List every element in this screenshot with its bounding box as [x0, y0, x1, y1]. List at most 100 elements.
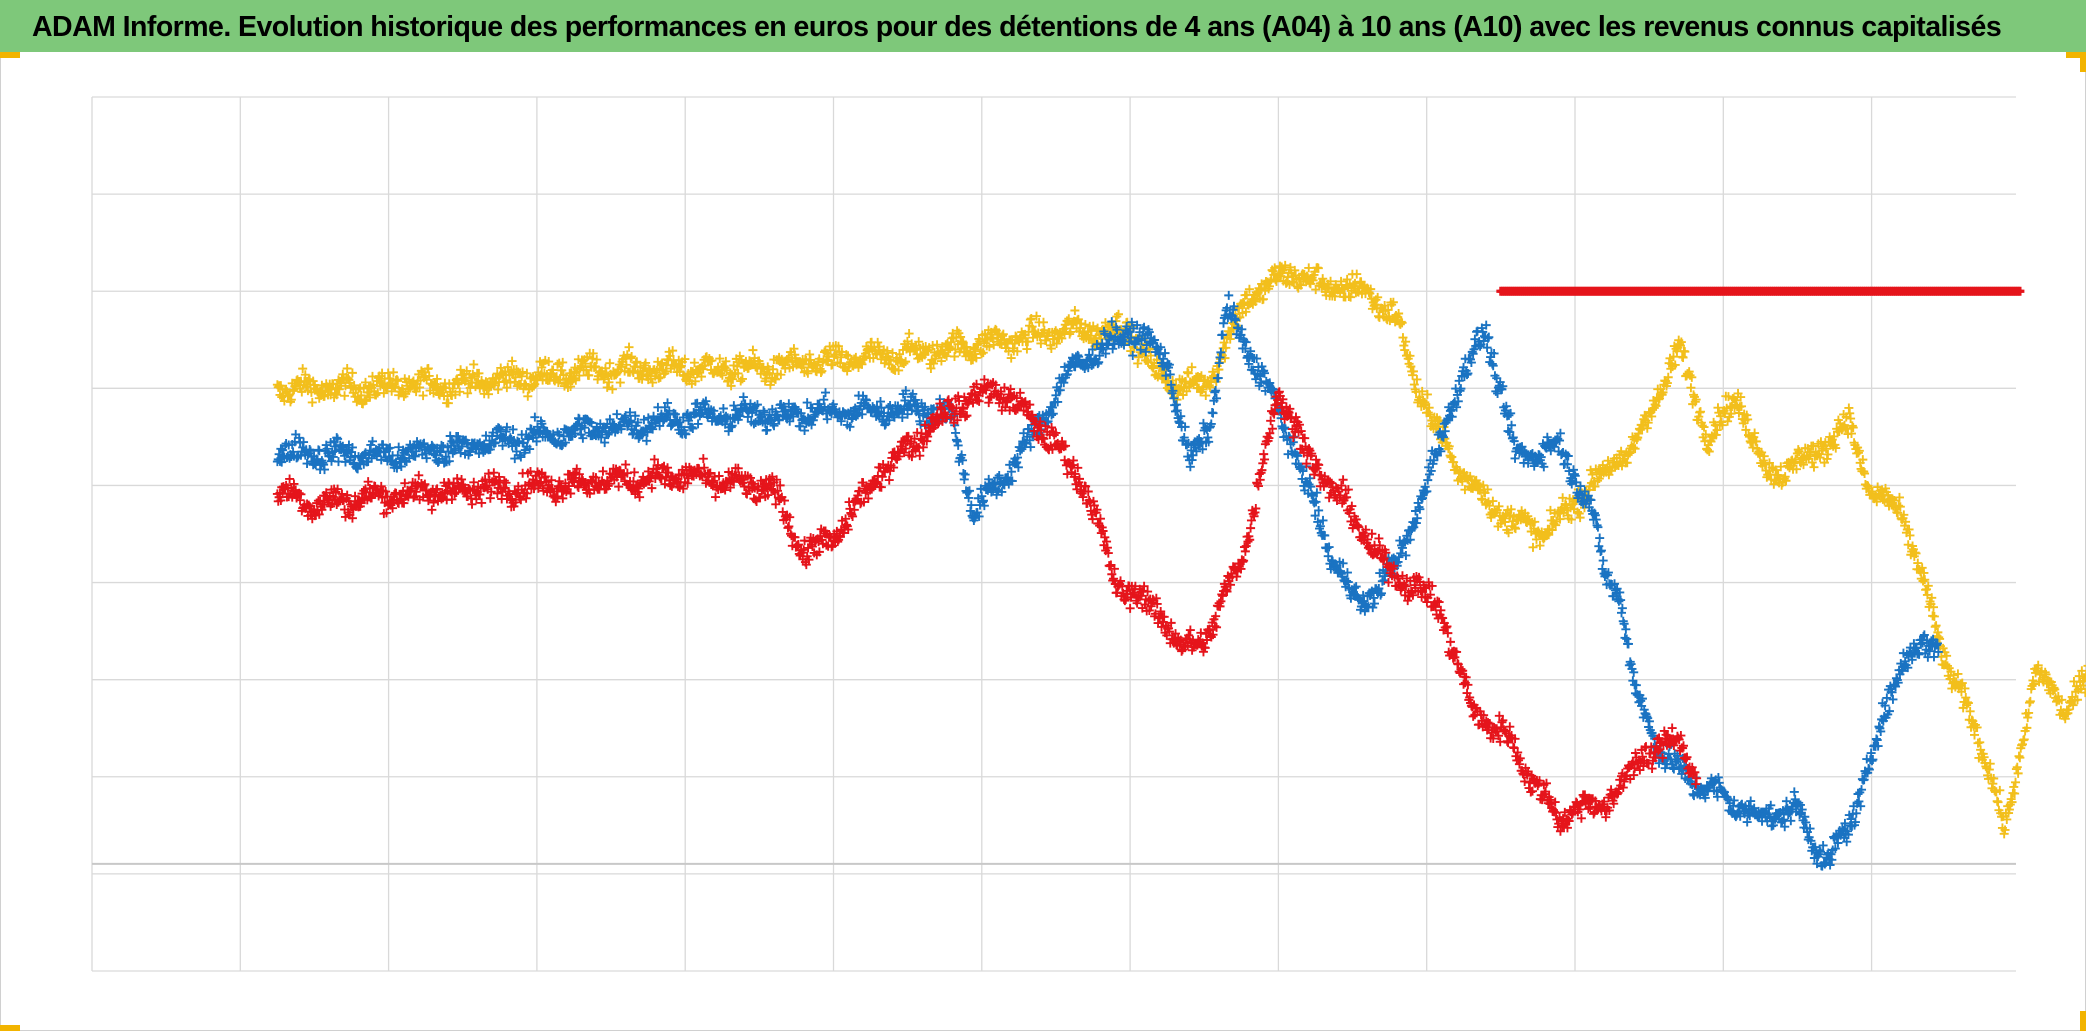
data-point [365, 392, 375, 402]
data-point [615, 378, 625, 388]
corner-marker-top-right [2066, 52, 2086, 58]
data-point [467, 499, 477, 509]
data-point [821, 388, 831, 398]
data-point [1528, 542, 1538, 552]
data-point [1027, 322, 1037, 332]
data-point [1012, 346, 1022, 356]
data-point [733, 368, 743, 378]
data-point [455, 387, 465, 397]
data-point [607, 384, 617, 394]
data-point [1046, 344, 1056, 354]
data-point [1296, 280, 1306, 290]
data-point [1023, 337, 1033, 347]
corner-marker-top-left [0, 52, 20, 58]
data-point [555, 375, 565, 385]
series-0 [272, 260, 2086, 839]
data-point [418, 391, 428, 401]
data-point [574, 371, 584, 381]
data-point [297, 387, 307, 397]
data-point [1373, 292, 1383, 302]
data-point [605, 358, 615, 368]
data-point [507, 356, 517, 366]
data-point [960, 470, 970, 480]
data-point [1006, 353, 1016, 363]
data-point [904, 329, 914, 339]
data-point [901, 357, 911, 367]
data-point [1415, 504, 1425, 514]
data-point [300, 370, 310, 380]
data-point [696, 372, 706, 382]
data-point [1278, 266, 1288, 276]
data-point [584, 370, 594, 380]
data-point [971, 353, 981, 363]
title-bar: ADAM Informe. Evolution historique des p… [0, 0, 2086, 52]
data-point [984, 342, 994, 352]
data-point [1595, 533, 1605, 543]
data-point [1224, 290, 1234, 300]
data-point [1242, 290, 1252, 300]
data-point [518, 367, 528, 377]
data-point [1244, 284, 1254, 294]
data-point [914, 337, 924, 347]
data-point [1276, 271, 1286, 281]
data-point [522, 368, 532, 378]
data-point [1929, 611, 1939, 621]
data-point [714, 471, 724, 481]
data-point [558, 357, 568, 367]
data-point [1848, 423, 1858, 433]
data-point [827, 359, 837, 369]
data-point [302, 459, 312, 469]
data-point [333, 383, 343, 393]
data-point [926, 363, 936, 373]
data-point [621, 360, 631, 370]
data-point [612, 409, 622, 419]
data-point [1929, 652, 1939, 662]
data-point [1953, 669, 1963, 679]
data-point [1219, 338, 1229, 348]
data-point [1809, 462, 1819, 472]
data-point [977, 349, 987, 359]
data-point [469, 359, 479, 369]
data-point [1076, 318, 1086, 328]
data-point [298, 364, 308, 374]
data-point [602, 382, 612, 392]
data-point [427, 505, 437, 515]
data-point [489, 468, 499, 478]
data-point [1280, 260, 1290, 270]
data-point [1066, 327, 1076, 337]
data-point [502, 383, 512, 393]
data-point [873, 337, 883, 347]
corner-marker-top-right-vertical [2080, 52, 2086, 72]
data-point [800, 426, 810, 436]
data-point [627, 352, 637, 362]
data-point [668, 346, 678, 356]
data-point [1026, 314, 1036, 324]
data-point [552, 359, 562, 369]
data-point [307, 397, 317, 407]
data-point [629, 467, 639, 477]
data-point [707, 356, 717, 366]
data-point [726, 381, 736, 391]
data-point [1593, 522, 1603, 532]
data-point [936, 356, 946, 366]
data-point [1405, 351, 1415, 361]
data-point [929, 359, 939, 369]
data-point [648, 378, 658, 388]
data-point [379, 388, 389, 398]
data-point [1146, 351, 1156, 361]
data-point [970, 344, 980, 354]
data-point [1993, 797, 2003, 807]
data-point [1064, 314, 1074, 324]
data-point [642, 436, 652, 446]
data-point [571, 375, 581, 385]
chart-grid [91, 96, 2016, 972]
data-point [1417, 386, 1427, 396]
data-point [698, 454, 708, 464]
data-point [1313, 263, 1323, 273]
data-point [1183, 368, 1193, 378]
data-point [1696, 407, 1706, 417]
data-point [1152, 355, 1162, 365]
data-point [915, 451, 925, 461]
data-point [1304, 263, 1314, 273]
data-point [1400, 345, 1410, 355]
